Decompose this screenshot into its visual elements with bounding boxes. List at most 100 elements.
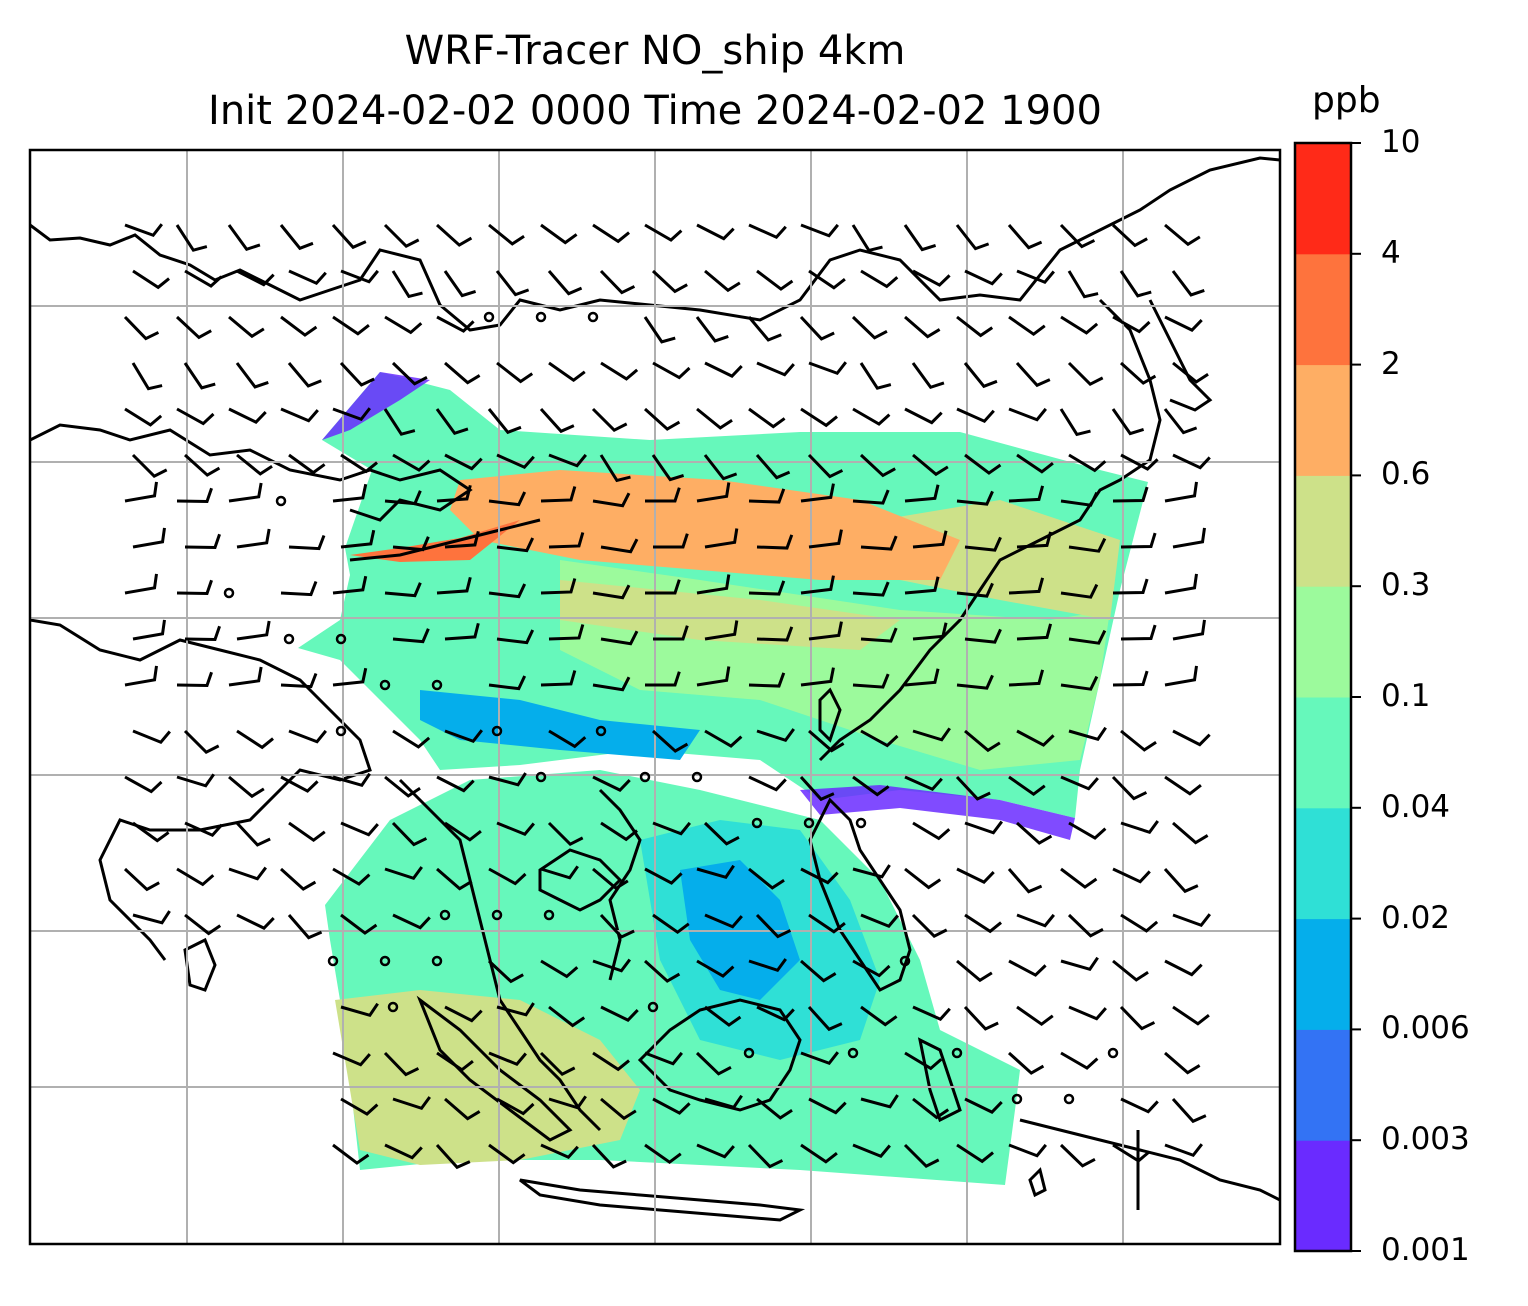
wind-barb (1008, 315, 1046, 337)
wind-barb (391, 821, 428, 847)
wind-barb (1111, 775, 1148, 801)
wind-barb (644, 1051, 683, 1066)
wind-barb (540, 670, 577, 687)
wind-barb (808, 269, 846, 290)
wind-barb (808, 621, 843, 641)
wind-barb (488, 1051, 527, 1067)
wind-barb-calm (803, 817, 815, 829)
wind-barb (912, 622, 948, 641)
wind-barb (1008, 959, 1047, 977)
wind-barbs (123, 223, 1211, 1170)
wind-barb (1016, 269, 1055, 285)
wind-barb (176, 773, 215, 788)
wind-barb (1172, 821, 1209, 845)
wind-barb (755, 454, 791, 480)
wind-barb (1163, 408, 1198, 435)
wind-barb (592, 492, 631, 508)
wind-barb (436, 315, 475, 333)
wind-barb (963, 1005, 999, 1031)
wind-barb (704, 269, 741, 293)
wind-barb-calm (223, 587, 235, 599)
wind-barb (956, 582, 994, 598)
wind-barb (227, 224, 261, 252)
wind-barb (332, 772, 371, 788)
wind-barb (331, 223, 367, 250)
colorbar-unit-label: ppb (1312, 80, 1381, 121)
wind-barb (488, 1143, 526, 1165)
wind-barb (748, 867, 785, 890)
wind-barb (1016, 1005, 1054, 1027)
wind-barb (703, 454, 738, 481)
wind-barb (496, 361, 534, 384)
colorbar-segment (1295, 1140, 1351, 1252)
wind-barb-calm (595, 725, 607, 737)
wind-barb (756, 1005, 795, 1022)
wind-barb (288, 453, 326, 475)
wind-barb (644, 1143, 682, 1165)
wind-barb (391, 270, 423, 299)
wind-barb (704, 1005, 742, 1027)
wind-barb (539, 1051, 576, 1077)
wind-barb (176, 867, 215, 887)
wind-barb (1007, 224, 1043, 250)
wind-barb (487, 959, 524, 984)
wind-barb (956, 315, 994, 338)
wind-barb (496, 1002, 535, 1017)
wind-barb (1008, 669, 1045, 687)
wind-barb (1164, 959, 1203, 977)
wind-barb (911, 362, 945, 390)
wind-barb (540, 1143, 579, 1160)
colorbar-tick-label: 10 (1381, 124, 1421, 160)
wind-barb (1111, 223, 1148, 248)
wind-barb (332, 867, 371, 886)
wind-barb (124, 223, 163, 238)
wind-barb (748, 407, 786, 429)
wind-barb (903, 224, 937, 252)
colorbar-segment (1295, 586, 1351, 698)
wind-barb (748, 958, 787, 973)
wind-barb (132, 729, 171, 745)
wind-barb (1008, 775, 1046, 797)
wind-barb-calm (275, 495, 287, 507)
tracer-blue-valley (420, 690, 700, 760)
wind-barb (1172, 913, 1211, 928)
wind-barb (131, 453, 168, 479)
wind-barb-calm (647, 1001, 659, 1013)
wind-barb (383, 408, 416, 436)
wind-barb (280, 672, 318, 689)
wind-barb (645, 671, 681, 687)
wind-barb (184, 821, 223, 838)
wind-barb (384, 866, 423, 881)
wind-barb (860, 913, 899, 929)
colorbar-segment (1295, 364, 1351, 476)
wind-barb (1068, 453, 1107, 473)
wind-barb (1120, 624, 1157, 641)
wind-barb (800, 407, 838, 428)
wind-barb (645, 579, 681, 595)
wind-barb-calm (335, 725, 347, 737)
wind-barb (1067, 913, 1104, 938)
wind-barb (912, 530, 948, 549)
wind-barb (496, 453, 535, 470)
wind-barb (384, 315, 423, 335)
wind-barb (1067, 361, 1104, 387)
wind-barb (904, 315, 941, 339)
wind-barb (236, 729, 274, 750)
wind-barb (184, 913, 222, 936)
wind-barb (904, 576, 940, 595)
wind-barb (436, 576, 472, 595)
wind-barb-calm (543, 909, 555, 921)
wind-barb (132, 527, 166, 549)
wind-barb (748, 580, 786, 596)
wind-barb (488, 583, 527, 599)
wind-barb (340, 269, 379, 284)
wind-barb (1060, 315, 1099, 335)
wind-barb (548, 361, 586, 383)
wind-barb (800, 959, 837, 983)
wind-barb (956, 490, 994, 506)
wind-barb-calm (535, 311, 547, 323)
wind-barb (912, 1097, 950, 1120)
wind-barb (131, 362, 163, 391)
wind-barb (592, 223, 630, 244)
wind-barb (1172, 619, 1206, 641)
